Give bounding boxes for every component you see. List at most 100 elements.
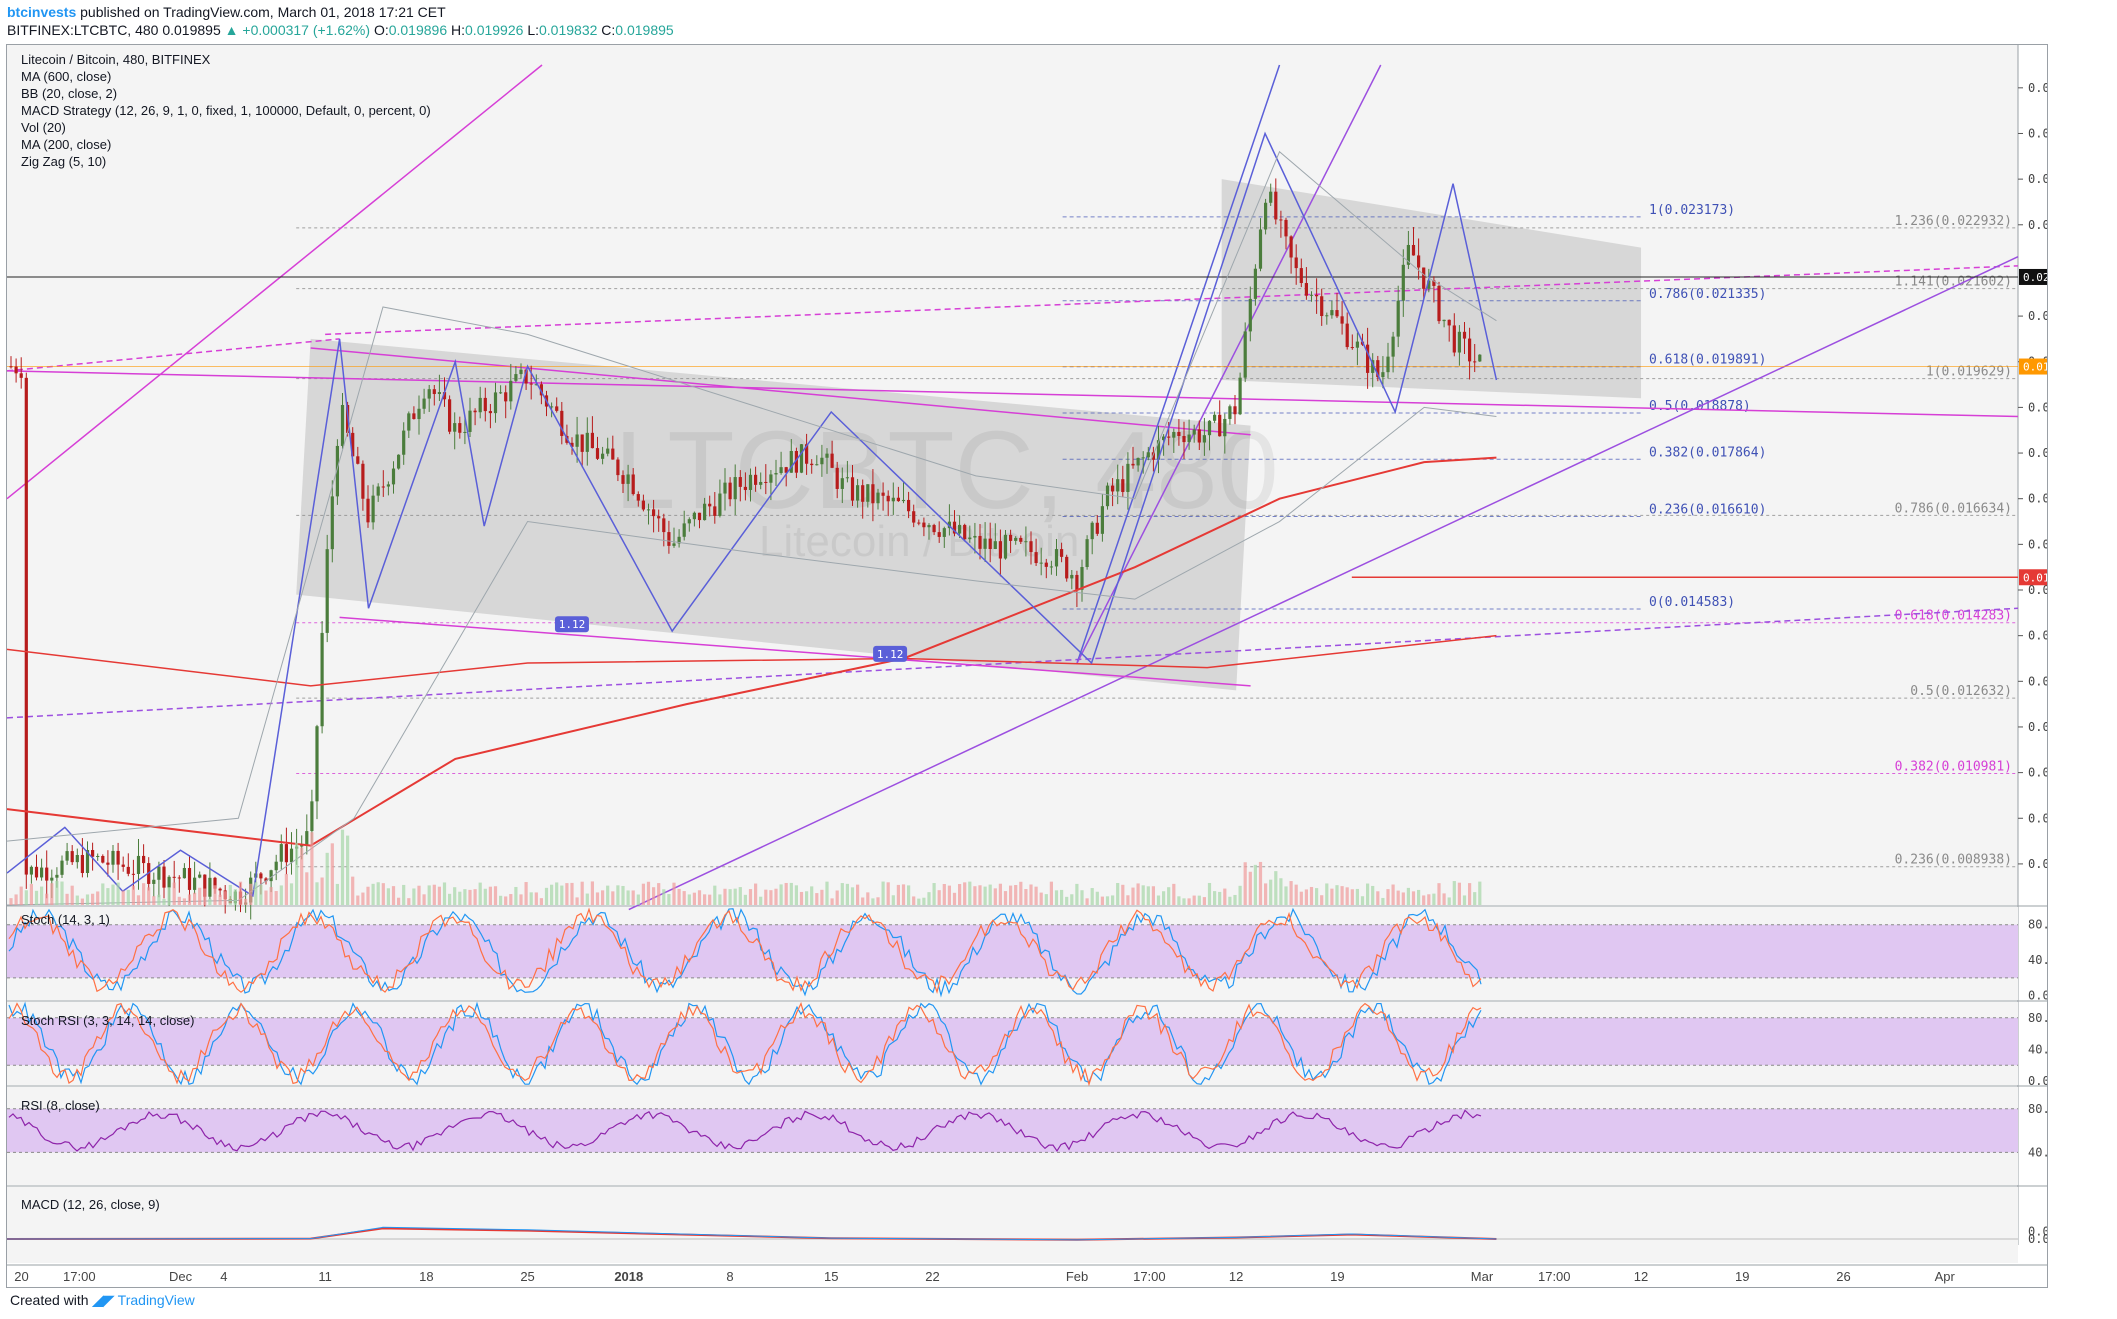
volume-bar [1340, 886, 1344, 905]
osc-axis-label: 80.0000 [2028, 918, 2047, 932]
chart-svg[interactable]: 0.026000 0.025000 0.024000 0.023000 0.021000… [7, 45, 2047, 1287]
volume-bar [1269, 879, 1273, 905]
volume-bar [1070, 894, 1074, 905]
osc-axis-label: 80.0000 [2028, 1011, 2047, 1025]
candle-body [1411, 244, 1416, 256]
macd-title[interactable]: MACD (12, 26, close, 9) [21, 1197, 160, 1212]
author-link[interactable]: btcinvests [7, 4, 77, 20]
legend-zigzag[interactable]: Zig Zag (5, 10) [21, 154, 107, 169]
legend-bb[interactable]: BB (20, close, 2) [21, 86, 118, 101]
candle-body [80, 854, 84, 874]
fib-level-label: 1(0.023173) [1649, 203, 1735, 218]
candle-body [1264, 202, 1268, 230]
volume-bar [942, 883, 946, 905]
candle-body [815, 464, 819, 466]
volume-bar [259, 884, 263, 905]
volume-bar [769, 890, 773, 905]
candle-body [1253, 268, 1257, 299]
candle-body [524, 369, 528, 384]
volume-bar [142, 883, 146, 905]
volume-bar [555, 882, 559, 905]
volume-bar [861, 897, 865, 905]
candle-body [279, 844, 283, 862]
volume-bar [738, 887, 742, 905]
volume-bar [305, 872, 309, 905]
legend-vol[interactable]: Vol (20) [21, 120, 66, 135]
volume-bar [1126, 895, 1130, 905]
low-label: L: [527, 22, 539, 38]
candle-body [794, 450, 798, 473]
stoch-rsi-title[interactable]: Stoch RSI (3, 3, 14, 14, close) [21, 1013, 195, 1028]
candle-body [1258, 229, 1263, 269]
volume-bar [973, 886, 977, 905]
time-axis-label: 4 [220, 1269, 227, 1284]
candle-body [1095, 522, 1099, 534]
ext-fib-label: 1(0.019629) [1926, 365, 2012, 380]
volume-bar [1182, 898, 1186, 905]
candle-body [366, 498, 370, 523]
tradingview-link[interactable]: TradingView [117, 1292, 195, 1308]
volume-bar [764, 889, 768, 905]
volume-bar [1146, 886, 1150, 905]
candle-body [65, 851, 69, 861]
volume-bar [233, 889, 237, 905]
volume-bar [1136, 883, 1140, 905]
candle-body [213, 877, 217, 889]
candle-body [121, 864, 125, 867]
candle-body [850, 477, 855, 501]
dashed-channel-bottom [7, 607, 2019, 719]
time-axis-label: 17:00 [1133, 1269, 1166, 1284]
candle-body [422, 398, 426, 409]
volume-bar [805, 891, 809, 905]
candle-body [371, 495, 375, 523]
volume-bar [784, 882, 788, 905]
candle-body [427, 389, 431, 399]
candle-body [305, 831, 309, 845]
candle-body [402, 430, 406, 455]
stoch-title[interactable]: Stoch (14, 3, 1) [21, 912, 110, 927]
candle-body [876, 492, 880, 504]
candle-body [1279, 219, 1283, 221]
volume-bar [45, 893, 49, 905]
candle-body [1065, 556, 1069, 579]
legend-macd-strategy[interactable]: MACD Strategy (12, 26, 9, 1, 0, fixed, 1… [21, 103, 431, 118]
candle-body [1218, 414, 1222, 437]
volume-bar [963, 882, 967, 905]
candle-body [988, 538, 992, 549]
volume-bar [621, 885, 625, 905]
legend-ma600[interactable]: MA (600, close) [21, 69, 112, 84]
candle-body [9, 366, 13, 368]
volume-bar [1060, 889, 1064, 905]
candle-body [845, 477, 849, 479]
last-price: 0.019895 [162, 22, 221, 38]
candle-body [998, 541, 1002, 559]
candle-body [631, 474, 635, 495]
rsi-title[interactable]: RSI (8, close) [21, 1098, 100, 1113]
descending-channel-box [296, 338, 1251, 691]
candle-body [187, 867, 192, 890]
volume-bar [172, 882, 176, 905]
candle-body [784, 467, 788, 473]
volume-bar [1131, 887, 1135, 905]
volume-bar [1039, 892, 1043, 905]
macd-line [7, 1226, 1497, 1241]
candle-body [1304, 283, 1308, 296]
candle-body [1386, 356, 1390, 373]
candle-body [514, 374, 518, 381]
candle-body [142, 855, 146, 864]
price-tag-label: 0.019895 [2023, 361, 2047, 374]
candle-body [789, 450, 793, 473]
candle-body [1325, 315, 1329, 317]
volume-bar [1223, 888, 1227, 905]
volume-bar [1075, 883, 1079, 905]
time-axis-label: 18 [419, 1269, 433, 1284]
volume-bar [1080, 890, 1084, 905]
volume-bar [789, 882, 793, 905]
candle-body [963, 524, 967, 540]
legend-ma200[interactable]: MA (200, close) [21, 137, 112, 152]
chart-area[interactable]: 0.026000 0.025000 0.024000 0.023000 0.021000… [6, 44, 2048, 1288]
price-tick-label: 0.024000 [2028, 172, 2047, 186]
volume-bar [136, 895, 141, 905]
volume-bar [198, 887, 202, 905]
candle-body [1136, 457, 1140, 466]
